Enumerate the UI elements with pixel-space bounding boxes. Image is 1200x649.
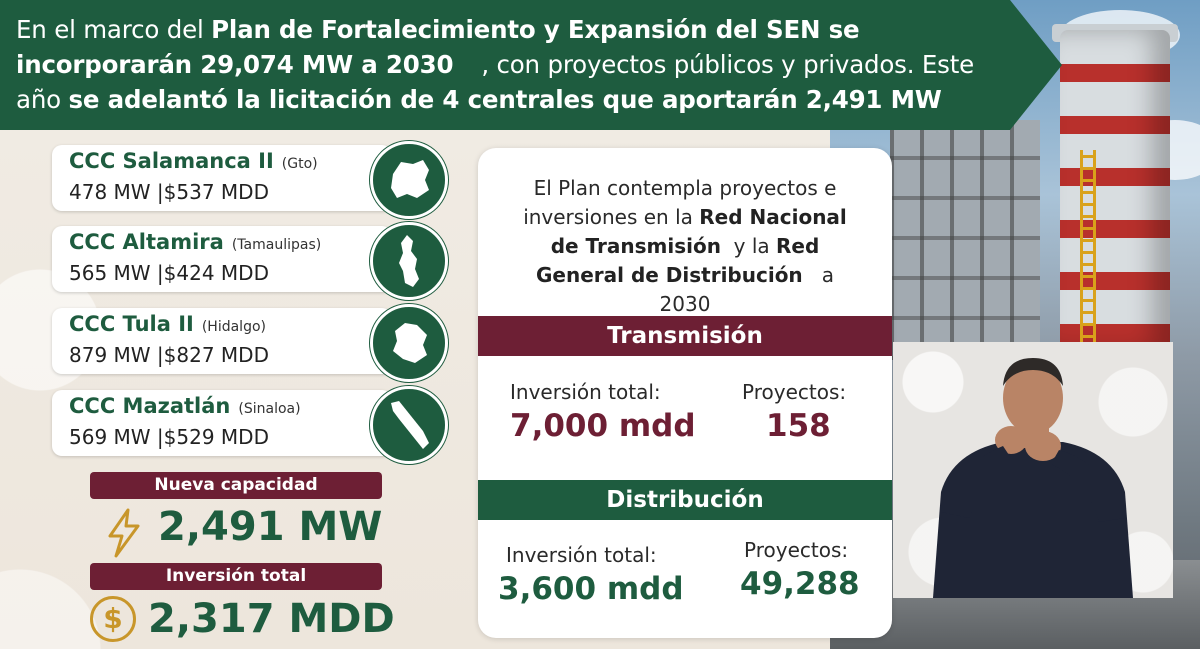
- total-investment-value: 2,317 MDD: [148, 596, 395, 642]
- plant-name: CCC Tula II (Hidalgo): [69, 312, 266, 336]
- transmission-section-title: Transmisión: [478, 316, 892, 356]
- intro-line: inversiones en la Red Nacional: [523, 205, 847, 229]
- header-text: año: [16, 85, 69, 114]
- plant-card-background: [52, 390, 392, 456]
- distribution-investment-value: 3,600 mdd: [498, 571, 684, 607]
- plant-card-background: [52, 145, 392, 211]
- plant-detail: 879 MW |$827 MDD: [69, 343, 269, 367]
- plant-card-tula: CCC Tula II (Hidalgo) 879 MW |$827 MDD: [52, 304, 448, 382]
- header-text: , con proyectos públicos y privados. Est…: [481, 50, 975, 79]
- header-text: En el marco del: [16, 15, 212, 44]
- dollar-coin-icon: $: [90, 596, 136, 642]
- plant-state: (Hidalgo): [201, 319, 266, 335]
- intro-line: de Transmisión y la Red: [550, 234, 820, 258]
- plant-card-background: [52, 226, 392, 292]
- plant-card-altamira: CCC Altamira (Tamaulipas) 565 MW |$424 MD…: [52, 222, 448, 300]
- plant-state: (Tamaulipas): [231, 237, 322, 253]
- interpreter-figure: [933, 358, 1133, 598]
- intro-line: 2030: [659, 292, 711, 316]
- chimney-tower: [1060, 30, 1170, 350]
- plan-intro-text: El Plan contempla proyectos e inversione…: [498, 174, 872, 319]
- plant-card-mazatlan: CCC Mazatlán (Sinaloa) 569 MW |$529 MDD: [52, 386, 448, 464]
- header-line-2: incorporarán 29,074 MW a 2030 , con proye…: [16, 47, 1062, 82]
- yellow-ladder: [1080, 150, 1096, 350]
- plant-detail: 565 MW |$424 MDD: [69, 261, 269, 285]
- new-capacity-label: Nueva capacidad: [90, 472, 382, 499]
- plant-card-background: [52, 308, 392, 374]
- distribution-section-title: Distribución: [478, 480, 892, 520]
- plant-state: (Sinaloa): [238, 401, 301, 417]
- distribution-projects-label: Proyectos:: [744, 538, 849, 562]
- header-line-1: En el marco del Plan de Fortalecimiento …: [16, 12, 1062, 47]
- sign-language-interpreter-video: [893, 342, 1173, 598]
- header-banner: En el marco del Plan de Fortalecimiento …: [0, 0, 1062, 130]
- steel-frame-structure: [890, 120, 1040, 360]
- header-bold-text: Plan de Fortalecimiento y Expansión del …: [211, 15, 860, 44]
- header-line-3: año se adelantó la licitación de 4 centr…: [16, 82, 1062, 117]
- header-bold-text: incorporarán 29,074 MW a 2030: [16, 50, 454, 79]
- transmission-projects-label: Proyectos:: [742, 380, 847, 404]
- sinaloa-map-icon: [370, 386, 448, 464]
- intro-line: El Plan contempla proyectos e: [533, 176, 837, 200]
- intro-line: General de Distribución a: [535, 263, 835, 287]
- new-capacity-value: 2,491 MW: [158, 504, 383, 550]
- distribution-investment-label: Inversión total:: [506, 543, 657, 567]
- lightning-bolt-icon: [108, 508, 140, 558]
- header-bold-text: se adelantó la licitación de 4 centrales…: [68, 85, 942, 114]
- transmission-investment-value: 7,000 mdd: [510, 408, 696, 444]
- plant-name: CCC Salamanca II (Gto): [69, 149, 318, 173]
- hidalgo-map-icon: [370, 304, 448, 382]
- plant-state: (Gto): [281, 156, 318, 172]
- distribution-projects-value: 49,288: [740, 566, 860, 602]
- plant-card-salamanca: CCC Salamanca II (Gto) 478 MW |$537 MDD: [52, 141, 448, 219]
- plant-detail: 478 MW |$537 MDD: [69, 180, 269, 204]
- guanajuato-map-icon: [370, 141, 448, 219]
- transmission-projects-value: 158: [766, 408, 831, 444]
- plant-detail: 569 MW |$529 MDD: [69, 425, 269, 449]
- plant-name: CCC Mazatlán (Sinaloa): [69, 394, 301, 418]
- tamaulipas-map-icon: [370, 222, 448, 300]
- total-investment-label: Inversión total: [90, 563, 382, 590]
- plant-name: CCC Altamira (Tamaulipas): [69, 230, 322, 254]
- plan-panel: El Plan contempla proyectos e inversione…: [478, 148, 892, 638]
- transmission-investment-label: Inversión total:: [510, 380, 661, 404]
